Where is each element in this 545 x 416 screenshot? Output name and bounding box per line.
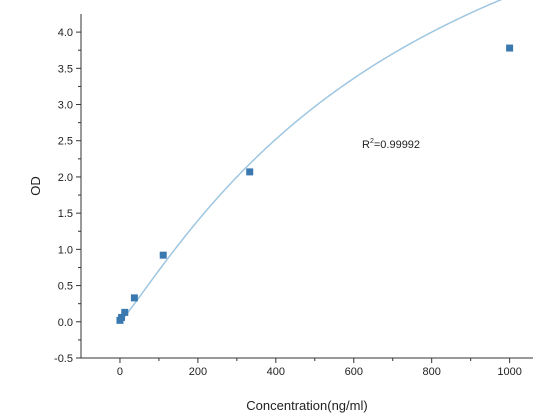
- y-tick-label: 1.5: [58, 208, 73, 220]
- data-point: [159, 251, 167, 259]
- data-points: [116, 44, 514, 324]
- r-squared-superscript: 2: [370, 138, 374, 145]
- x-tick-label: 600: [345, 366, 363, 378]
- plot-frame: [80, 14, 533, 359]
- y-tick-label: -0.5: [54, 353, 73, 365]
- r-squared-value: =0.99992: [374, 139, 420, 151]
- y-ticks: -0.5 0.0 0.5 1.0 1.5 2.0 2.5 3.0 3.5 4.0: [54, 27, 81, 365]
- x-tick-label: 1000: [497, 366, 521, 378]
- y-tick-label: 3.0: [58, 100, 73, 112]
- data-point: [130, 294, 138, 302]
- x-tick-label: 200: [189, 366, 207, 378]
- r-squared-annotation: R2=0.99992: [362, 138, 420, 151]
- y-tick-label: 2.5: [58, 136, 73, 148]
- x-tick-label: 400: [267, 366, 285, 378]
- fit-curve: [119, 0, 503, 323]
- data-point: [121, 308, 129, 316]
- y-tick-label: 3.5: [58, 63, 73, 75]
- y-tick-label: 4.0: [58, 27, 73, 39]
- y-tick-label: 0.5: [58, 281, 73, 293]
- fit-curve-layer: [119, 0, 503, 323]
- y-tick-label: 1.0: [58, 244, 73, 256]
- y-axis-title: OD: [28, 176, 43, 196]
- data-point: [506, 44, 514, 52]
- x-tick-label: 0: [117, 366, 123, 378]
- y-tick-label: 2.0: [58, 172, 73, 184]
- x-axis-title: Concentration(ng/ml): [246, 398, 367, 413]
- x-ticks: 0 200 400 600 800 1000: [117, 358, 522, 378]
- y-tick-label: 0.0: [58, 317, 73, 329]
- r-squared-base: R: [362, 139, 370, 151]
- data-point: [118, 313, 126, 321]
- data-point: [246, 168, 254, 176]
- x-tick-label: 800: [423, 366, 441, 378]
